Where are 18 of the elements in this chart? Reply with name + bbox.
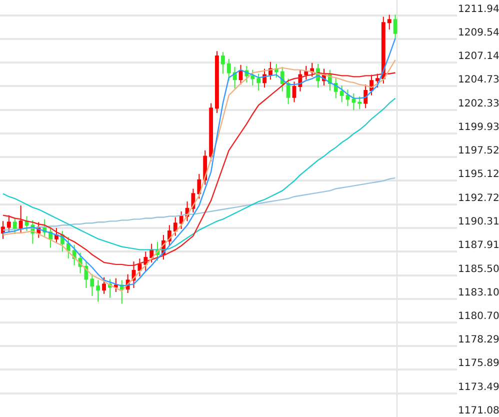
y-tick-label: 1171.08 xyxy=(458,406,499,416)
y-tick-label: 1178.29 xyxy=(458,334,499,346)
y-tick-label: 1173.49 xyxy=(458,382,499,393)
y-tick-label: 1195.12 xyxy=(458,169,499,180)
y-tick-label: 1183.10 xyxy=(458,287,499,298)
y-tick-label: 1190.31 xyxy=(458,216,499,228)
y-tick-label: 1211.94 xyxy=(458,4,499,15)
y-tick-label: 1207.14 xyxy=(458,51,499,62)
y-tick-label: 1199.93 xyxy=(458,122,499,133)
y-tick-label: 1197.52 xyxy=(458,146,499,157)
y-tick-label: 1187.91 xyxy=(458,240,499,252)
y-tick-label: 1209.54 xyxy=(458,27,499,38)
y-tick-label: 1202.33 xyxy=(458,98,499,110)
y-tick-label: 1204.73 xyxy=(458,74,499,86)
y-tick-label: 1175.89 xyxy=(458,358,499,370)
y-tick-label: 1185.50 xyxy=(458,264,499,275)
y-tick-label: 1180.70 xyxy=(458,310,499,322)
y-tick-label: 1192.72 xyxy=(458,192,499,204)
